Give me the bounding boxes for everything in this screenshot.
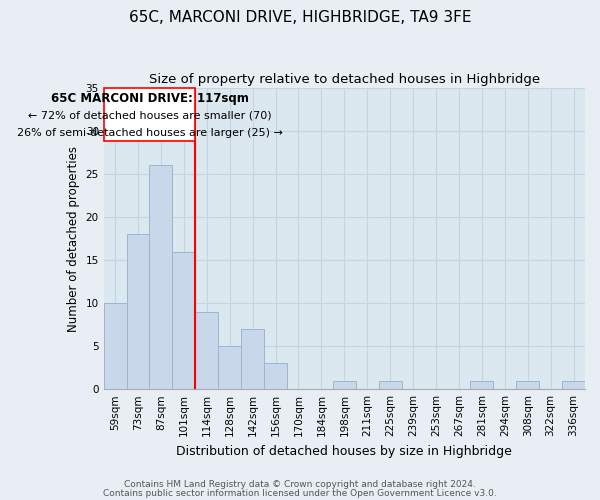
Text: ← 72% of detached houses are smaller (70): ← 72% of detached houses are smaller (70… [28, 110, 271, 120]
Bar [196, 312, 218, 389]
Title: Size of property relative to detached houses in Highbridge: Size of property relative to detached ho… [149, 72, 540, 86]
Bar [127, 234, 149, 389]
Bar [172, 252, 196, 389]
Bar [516, 380, 539, 389]
Bar [264, 364, 287, 389]
Y-axis label: Number of detached properties: Number of detached properties [67, 146, 80, 332]
Bar [241, 329, 264, 389]
Bar [104, 303, 127, 389]
X-axis label: Distribution of detached houses by size in Highbridge: Distribution of detached houses by size … [176, 444, 512, 458]
Text: 65C, MARCONI DRIVE, HIGHBRIDGE, TA9 3FE: 65C, MARCONI DRIVE, HIGHBRIDGE, TA9 3FE [129, 10, 471, 25]
Text: Contains HM Land Registry data © Crown copyright and database right 2024.: Contains HM Land Registry data © Crown c… [124, 480, 476, 489]
Text: Contains public sector information licensed under the Open Government Licence v3: Contains public sector information licen… [103, 489, 497, 498]
Text: 65C MARCONI DRIVE: 117sqm: 65C MARCONI DRIVE: 117sqm [50, 92, 248, 105]
Bar [149, 166, 172, 389]
Bar [333, 380, 356, 389]
FancyBboxPatch shape [104, 88, 196, 142]
Text: 26% of semi-detached houses are larger (25) →: 26% of semi-detached houses are larger (… [17, 128, 283, 138]
Bar [218, 346, 241, 389]
Bar [379, 380, 401, 389]
Bar [470, 380, 493, 389]
Bar [562, 380, 585, 389]
